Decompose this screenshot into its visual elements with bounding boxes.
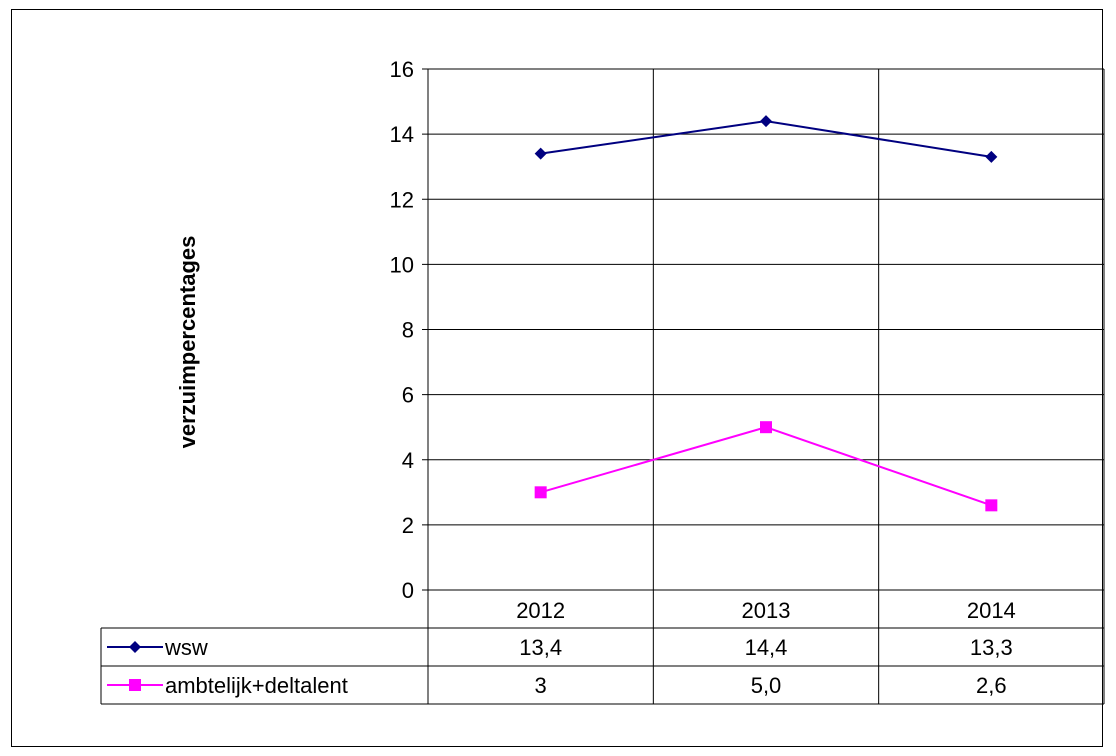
y-tick-label: 4 — [402, 448, 414, 473]
data-point-wsw — [985, 150, 998, 163]
data-table-value: 14,4 — [745, 635, 788, 660]
data-table-value: 13,3 — [970, 635, 1013, 660]
series-line-ambtelijk+deltalent — [540, 426, 992, 507]
x-tick-label: 2014 — [967, 598, 1016, 623]
legend-key-marker-wsw — [129, 641, 141, 653]
data-point-ambtelijk+deltalent — [760, 421, 772, 434]
y-tick-label: 10 — [390, 252, 414, 277]
y-tick-label: 6 — [402, 383, 414, 408]
data-point-ambtelijk+deltalent — [534, 486, 547, 499]
data-table-value: 2,6 — [976, 673, 1007, 698]
y-tick-label: 16 — [390, 57, 414, 82]
data-point-ambtelijk+deltalent — [985, 499, 998, 512]
data-point-wsw — [760, 115, 772, 128]
y-tick-label: 2 — [402, 513, 414, 538]
y-tick-label: 0 — [402, 578, 414, 603]
legend-key-marker-ambtelijk+deltalent — [129, 679, 141, 691]
y-tick-label: 14 — [390, 122, 414, 147]
x-tick-label: 2013 — [742, 598, 791, 623]
data-table-value: 3 — [535, 673, 547, 698]
y-tick-label: 8 — [402, 318, 414, 343]
y-axis-label: verzuimpercentages — [175, 235, 200, 449]
y-tick-label: 12 — [390, 187, 414, 212]
x-tick-label: 2012 — [516, 598, 565, 623]
chart-frame — [11, 9, 1103, 747]
legend-label: wsw — [164, 635, 208, 660]
data-table-value: 13,4 — [519, 635, 562, 660]
data-point-wsw — [534, 147, 547, 160]
legend-label: ambtelijk+deltalent — [165, 673, 348, 698]
data-table-value: 5,0 — [751, 673, 782, 698]
